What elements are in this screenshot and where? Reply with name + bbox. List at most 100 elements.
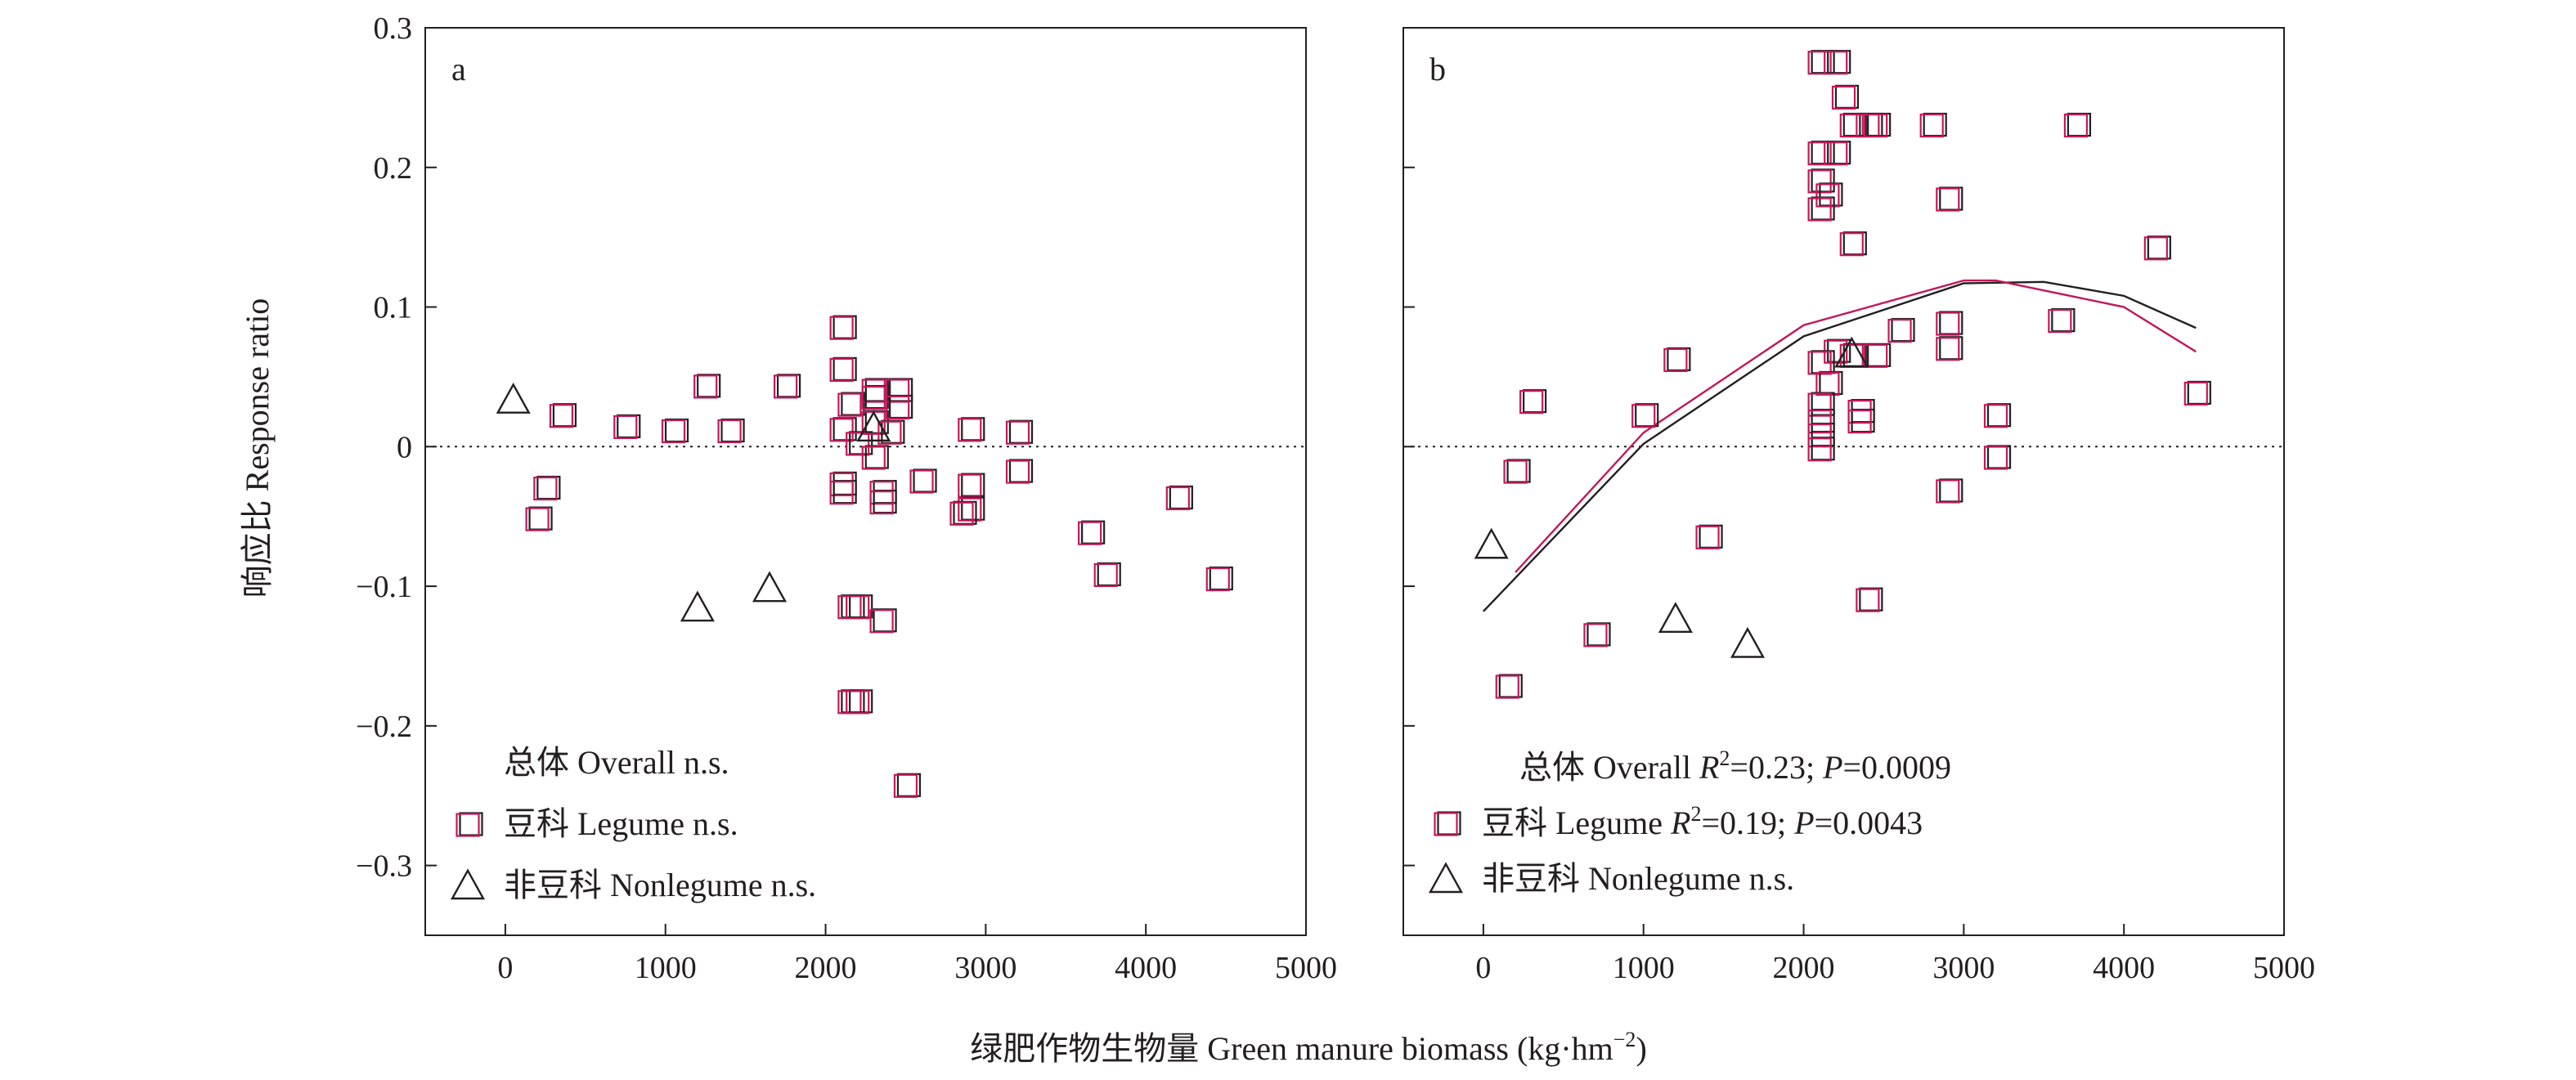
stat-r: R (1670, 804, 1690, 841)
y-tick-label: −0.1 (356, 570, 412, 604)
x-tick-label: 4000 (2093, 951, 2155, 985)
stat-label: 豆科 Legume (1482, 804, 1671, 841)
legend-nonlegume-marker (1430, 864, 1461, 892)
legend-nonlegume-marker (452, 871, 483, 899)
legume-point (1985, 446, 2010, 468)
legume-point (1824, 51, 1850, 74)
stat-label: 总体 Overall (1519, 749, 1699, 786)
legume-point (534, 477, 559, 500)
legume-point (838, 595, 864, 618)
nonlegume-point (1660, 604, 1691, 632)
stat-line-2: 非豆科 Nonlegume n.s. (1482, 860, 1794, 897)
legume-point (871, 609, 896, 632)
legume-point (831, 358, 856, 381)
x-axis-title: 绿肥作物生物量 Green manure biomass (kg·hm−2) (970, 1028, 1647, 1067)
stat-p-value: =0.0043 (1815, 804, 1923, 841)
legume-point (1497, 675, 1522, 698)
x-tick-label: 0 (1475, 951, 1491, 985)
x-axis-title-exponent: −2 (1613, 1028, 1636, 1051)
y-tick-label: −0.2 (356, 710, 412, 744)
legume-point (1809, 351, 1834, 374)
legume-point (2049, 309, 2074, 332)
nonlegume-point (498, 384, 529, 412)
legume-point (863, 386, 888, 409)
y-axis-title: 响应比 Response ratio (239, 298, 276, 598)
stat-r-value: =0.19; (1702, 804, 1795, 841)
legume-point (1824, 141, 1850, 164)
legend-legume-marker (1435, 813, 1461, 836)
legume-point (1865, 114, 1890, 137)
nonlegume-point (1732, 629, 1763, 657)
x-tick-label: 0 (497, 951, 513, 985)
legume-point (662, 419, 688, 442)
stat-r: R (1699, 749, 1719, 786)
legume-point (1079, 522, 1104, 544)
stat-line-0: 总体 Overall R2=0.23; P=0.0009 (1519, 746, 1951, 786)
stat-text: 非豆科 Nonlegume n.s. (504, 867, 816, 903)
stat-text: 总体 Overall n.s. (504, 744, 729, 781)
nonlegume-point (1476, 530, 1507, 558)
legume-point (1809, 198, 1834, 221)
legume-point (1865, 344, 1890, 367)
legume-point (831, 316, 856, 339)
legume-point (1632, 404, 1658, 427)
legume-point (550, 404, 576, 427)
legume-point (1841, 114, 1866, 137)
legume-point (1664, 348, 1690, 371)
x-tick-label: 2000 (795, 951, 857, 985)
figure: −0.3−0.2−0.100.10.20.30 1000 2000 3000 4000 5… (0, 0, 2576, 1080)
stat-r-exponent: 2 (1691, 802, 1702, 826)
legume-point (911, 470, 936, 493)
legume-point (838, 690, 864, 713)
legume-point (1816, 372, 1842, 395)
stat-line-2: 非豆科 Nonlegume n.s. (504, 867, 816, 903)
nonlegume-point (682, 593, 713, 621)
stat-r-value: =0.23; (1730, 749, 1823, 786)
stat-p: P (1822, 749, 1842, 786)
legume-point (1007, 421, 1032, 444)
legend-legume-marker (457, 813, 482, 836)
legume-point (1936, 337, 1962, 360)
panel-label: a (451, 51, 466, 87)
legume-point (895, 774, 920, 797)
legume-point (2145, 236, 2170, 259)
legume-point (694, 374, 720, 397)
y-tick-label: 0.2 (374, 151, 413, 186)
y-tick-label: 0.3 (374, 11, 413, 46)
legume-fit-curve (1515, 280, 2196, 572)
legume-point (1936, 479, 1962, 502)
legume-point (1809, 169, 1834, 192)
legume-point (863, 446, 888, 468)
x-tick-label: 2000 (1773, 951, 1835, 985)
stat-line-1: 豆科 Legume n.s. (504, 805, 738, 842)
legume-point (1985, 404, 2010, 427)
legume-point (831, 481, 856, 504)
legume-point (774, 374, 800, 397)
x-tick-label: 3000 (954, 951, 1016, 985)
legume-point (838, 393, 864, 416)
legume-point (886, 396, 912, 419)
plot-frame (425, 28, 1306, 935)
x-tick-label: 3000 (1932, 951, 1995, 985)
legume-point (846, 432, 872, 455)
x-tick-label: 5000 (1275, 951, 1337, 985)
legume-point (1856, 114, 1882, 137)
nonlegume-point (754, 573, 785, 601)
panel-a: −0.3 −0.2 −0.1 0 0.1 0.2 0.3 0 1000 2000 3000 4000 5… (356, 11, 1337, 985)
legume-point (1841, 232, 1866, 255)
x-axis-title-main: 绿肥作物生物量 Green manure biomass (kg·hm (970, 1030, 1613, 1067)
legume-point (958, 418, 984, 441)
legume-point (1167, 486, 1192, 509)
y-tick-label: 0 (397, 430, 412, 464)
stat-label: 非豆科 Nonlegume n.s. (1482, 860, 1794, 897)
legume-point (527, 508, 552, 531)
x-tick-label: 5000 (2253, 951, 2315, 985)
legume-point (1809, 437, 1834, 460)
x-axis-title-close: ) (1636, 1030, 1646, 1067)
stat-text: 豆科 Legume n.s. (504, 805, 738, 842)
legume-point (2065, 114, 2090, 137)
x-tick-label: 1000 (1613, 951, 1675, 985)
legume-point (614, 415, 640, 438)
legume-point (1936, 188, 1962, 211)
panel-label: b (1429, 51, 1446, 87)
